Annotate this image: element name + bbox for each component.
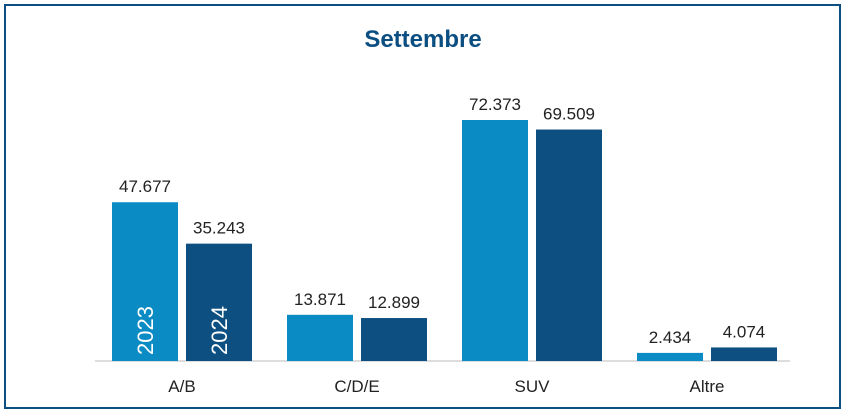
- x-tick-label: C/D/E: [334, 377, 379, 396]
- data-label: 69.509: [543, 105, 595, 124]
- data-label: 35.243: [193, 219, 245, 238]
- bar: [711, 347, 777, 361]
- data-label: 13.871: [294, 290, 346, 309]
- x-tick-label: Altre: [690, 377, 725, 396]
- data-label: 72.373: [469, 95, 521, 114]
- data-label: 47.677: [119, 177, 171, 196]
- bar: [287, 314, 353, 361]
- bar: [361, 318, 427, 361]
- x-tick-label: A/B: [168, 377, 195, 396]
- data-label: 12.899: [368, 293, 420, 312]
- data-label: 4.074: [723, 322, 766, 341]
- bar: [637, 352, 703, 361]
- legend-label: 2024: [207, 306, 232, 355]
- data-label: 2.434: [649, 328, 692, 347]
- legend-label: 2023: [133, 306, 158, 355]
- bar: [462, 120, 528, 361]
- bar: [186, 243, 252, 361]
- x-tick-label: SUV: [515, 377, 551, 396]
- bar: [112, 202, 178, 361]
- bar: [536, 129, 602, 361]
- chart-title: Settembre: [364, 26, 481, 53]
